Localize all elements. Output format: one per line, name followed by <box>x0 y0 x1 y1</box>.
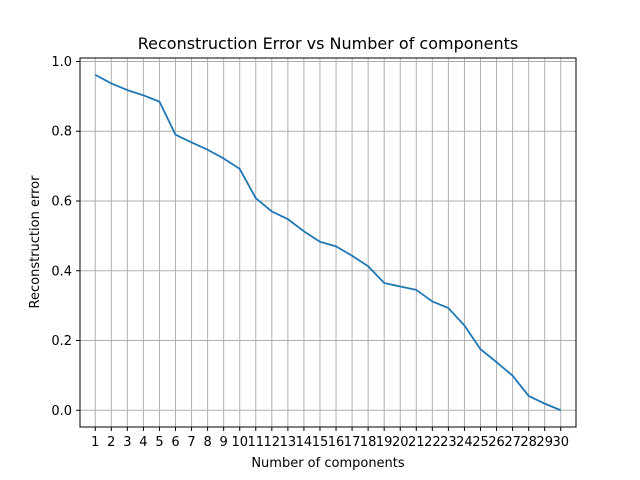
x-tick-label: 9 <box>220 435 228 450</box>
x-tick-label: 10 <box>231 435 248 450</box>
x-tick-label: 17 <box>344 435 361 450</box>
y-tick-label: 0.0 <box>51 404 72 419</box>
x-tick-label: 15 <box>312 435 329 450</box>
x-tick-label: 25 <box>472 435 489 450</box>
x-axis-label: Number of components <box>251 456 405 471</box>
x-tick-label: 20 <box>392 435 409 450</box>
x-tick-label: 7 <box>187 435 195 450</box>
y-tick-label: 1.0 <box>51 55 72 70</box>
x-tick-label: 3 <box>123 435 131 450</box>
x-tick-label: 11 <box>247 435 264 450</box>
x-tick-label: 16 <box>328 435 345 450</box>
x-tick-label: 22 <box>424 435 441 450</box>
y-tick-label: 0.8 <box>51 125 72 140</box>
x-tick-label: 24 <box>456 435 473 450</box>
ticks: 1 2 3 4 5 6 7 8 9 10 11 12 13 14 15 16 17 18 19 20 21 22 23 24 2… <box>51 55 569 450</box>
y-axis-label: Reconstruction error <box>28 175 43 309</box>
x-tick-label: 30 <box>552 435 569 450</box>
x-tick-label: 8 <box>203 435 211 450</box>
y-tick-label: 0.2 <box>51 334 72 349</box>
x-tick-label: 21 <box>408 435 425 450</box>
x-tick-label: 2 <box>107 435 115 450</box>
x-tick-label: 14 <box>296 435 313 450</box>
x-tick-label: 5 <box>155 435 163 450</box>
x-tick-label: 27 <box>504 435 521 450</box>
x-tick-label: 4 <box>139 435 147 450</box>
series-line <box>94 73 562 412</box>
x-tick-label: 13 <box>280 435 297 450</box>
x-tick-label: 19 <box>376 435 393 450</box>
x-tick-label: 18 <box>360 435 377 450</box>
x-tick-label: 1 <box>91 435 99 450</box>
y-tick-label: 0.6 <box>51 194 72 209</box>
series-layer <box>94 73 562 412</box>
x-tick-label: 26 <box>488 435 505 450</box>
x-tick-label: 12 <box>264 435 281 450</box>
grid <box>80 58 576 427</box>
chart-title: Reconstruction Error vs Number of compon… <box>138 34 519 53</box>
x-tick-label: 23 <box>440 435 457 450</box>
plot-frame <box>79 57 577 428</box>
y-tick-label: 0.4 <box>51 264 72 279</box>
x-tick-label: 6 <box>171 435 179 450</box>
x-tick-label: 29 <box>536 435 553 450</box>
x-tick-label: 28 <box>520 435 537 450</box>
